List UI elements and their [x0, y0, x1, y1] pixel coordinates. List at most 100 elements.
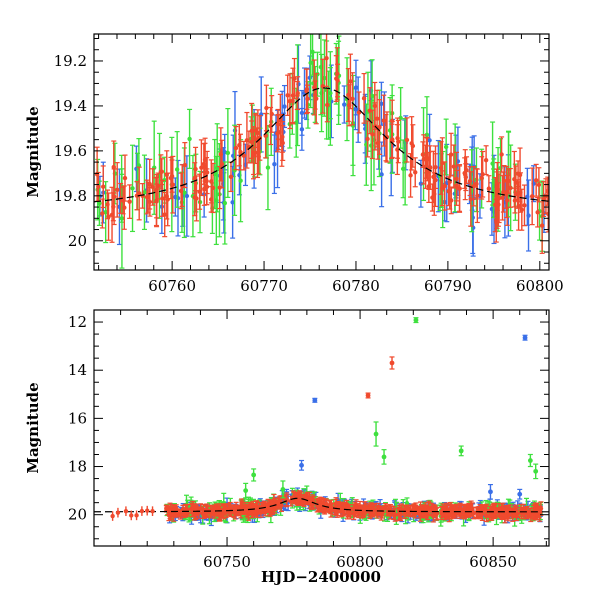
data-point [396, 512, 401, 517]
data-point [447, 179, 452, 185]
data-point [201, 161, 207, 167]
data-point [180, 506, 186, 512]
data-point [379, 101, 384, 106]
data-point [184, 508, 190, 513]
data-point [130, 186, 135, 191]
data-point [483, 507, 488, 513]
data-point [292, 76, 297, 81]
data-point [496, 196, 502, 201]
data-point [285, 93, 290, 98]
data-point [400, 166, 406, 172]
data-point [182, 162, 188, 168]
data-point [228, 174, 234, 179]
data-point [391, 510, 396, 516]
data-point [101, 184, 106, 189]
data-point [404, 137, 410, 143]
data-point [272, 162, 277, 167]
data-point [111, 204, 116, 209]
data-point [379, 172, 384, 177]
data-point [350, 96, 355, 101]
data-point [374, 116, 380, 121]
top-plot-area [94, 34, 549, 269]
data-point [308, 60, 313, 66]
data-point [144, 194, 150, 200]
data-point [238, 178, 243, 183]
data-point [387, 128, 393, 133]
data-point [346, 92, 351, 98]
data-point [501, 178, 507, 183]
data-point [194, 196, 199, 201]
data-point [255, 150, 260, 155]
data-point [295, 90, 300, 96]
data-point [424, 155, 429, 160]
x-tick-label: 60770 [240, 277, 288, 295]
data-point [431, 174, 436, 180]
data-point [100, 211, 105, 216]
data-point [162, 212, 167, 217]
data-point [314, 96, 319, 101]
data-point [536, 182, 542, 187]
data-point [94, 172, 100, 177]
data-point [342, 102, 347, 107]
data-point [142, 190, 147, 195]
data-point [504, 189, 509, 195]
data-point [284, 497, 289, 502]
data-point [413, 170, 418, 175]
data-point [265, 165, 271, 170]
data-point [417, 511, 422, 516]
x-tick-label: 60760 [148, 277, 196, 295]
data-point [299, 127, 305, 132]
data-point [375, 140, 381, 146]
data-point [545, 188, 549, 194]
data-point [328, 96, 333, 101]
top-y-axis-title: Magnitude [24, 106, 42, 197]
data-point [210, 185, 216, 191]
data-point [150, 184, 155, 190]
data-point [410, 143, 416, 149]
data-point [312, 85, 317, 90]
data-point [499, 152, 504, 157]
data-point [184, 193, 190, 199]
data-point [223, 509, 229, 514]
data-point [346, 103, 352, 108]
data-point [480, 172, 485, 177]
data-point [325, 102, 330, 108]
data-point [404, 500, 410, 506]
data-point [427, 138, 432, 143]
data-point [433, 164, 438, 170]
data-point [424, 132, 430, 137]
top-ticks: 60760 60770 60780 60790 60800 19.2 19.4 19.6 19.… [54, 34, 564, 295]
data-point [381, 118, 386, 123]
data-point [280, 134, 285, 140]
data-point [513, 508, 519, 514]
y-tick-label: 19.8 [54, 187, 87, 205]
data-point [462, 170, 467, 176]
data-point [187, 136, 192, 142]
data-point [510, 512, 515, 518]
data-point [225, 150, 231, 156]
data-point [457, 186, 462, 191]
data-point [390, 137, 395, 142]
data-point [230, 200, 235, 205]
data-point [105, 202, 110, 207]
data-point [451, 164, 457, 169]
x-tick-label: 60800 [516, 277, 564, 295]
data-point [440, 160, 445, 166]
data-point [153, 187, 159, 193]
top-panel: 60760 60770 60780 60790 60800 19.2 19.4 19.6 19.… [24, 33, 564, 295]
data-point [307, 75, 313, 81]
data-point [115, 187, 120, 193]
data-point [178, 188, 184, 194]
data-point [324, 55, 329, 61]
data-point [167, 506, 173, 511]
data-point [192, 175, 197, 181]
data-point [535, 210, 540, 215]
data-point [408, 173, 413, 178]
data-point [533, 178, 539, 183]
data-point [242, 507, 248, 512]
data-point [512, 176, 517, 182]
data-point [198, 506, 203, 511]
data-point [182, 190, 187, 195]
data-point [160, 196, 165, 201]
